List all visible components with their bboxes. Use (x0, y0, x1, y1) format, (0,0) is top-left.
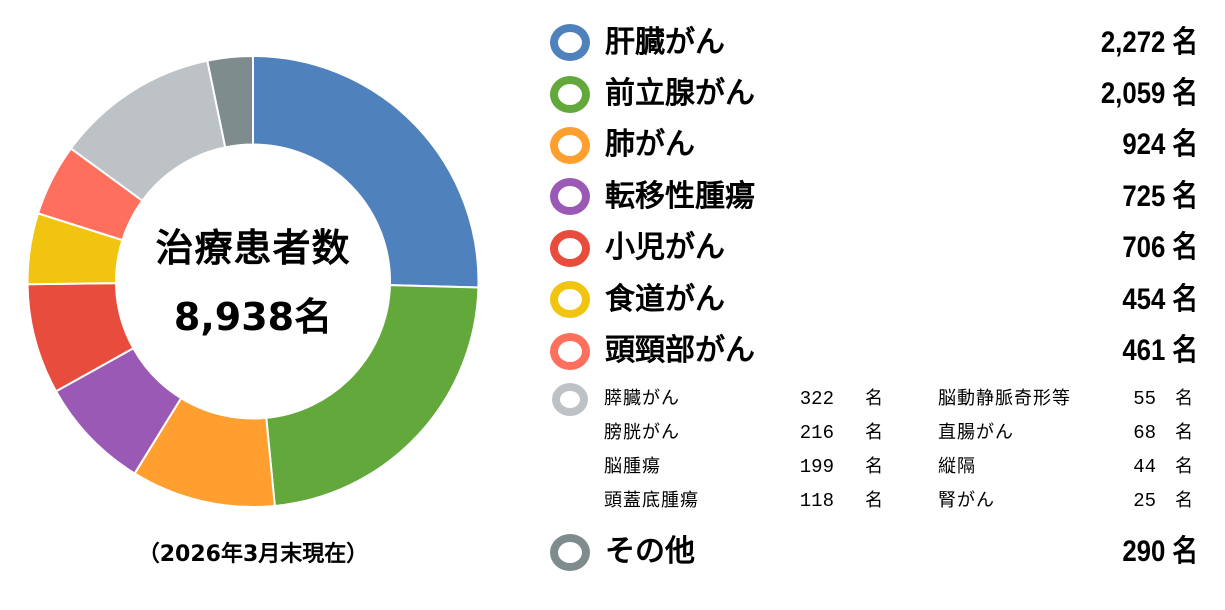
donut-chart (26, 54, 480, 508)
ring-icon (550, 24, 590, 62)
donut-slices (26, 54, 480, 508)
legend: 肝臓がん 2,272 名 前立腺がん 2,059 名 肺がん 924 名 転移性腫瘍 … (550, 17, 1200, 377)
legend-row-liver: 肝臓がん 2,272 名 (550, 17, 1200, 68)
legend-value: 461 名 (1122, 334, 1198, 368)
sub-item: 脳動静脈奇形等 55 名 (938, 388, 1194, 410)
legend-value: 924 名 (1122, 128, 1198, 162)
legend-label: 肝臓がん (605, 24, 725, 60)
legend-row-lung: 肺がん 924 名 (550, 120, 1200, 171)
sub-item: 膀胱がん 216 名 (604, 422, 884, 444)
donut-slice (265, 284, 480, 508)
legend-label: 頭頸部がん (605, 333, 755, 369)
sub-item: 頭蓋底腫瘍 118 名 (604, 490, 884, 512)
donut-slice (252, 54, 480, 289)
sub-column-left: 膵臓がん 322 名 膀胱がん 216 名 脳腫瘍 199 名 頭蓋底腫瘍 118 名 (604, 382, 884, 518)
sub-item: 直腸がん 68 名 (938, 422, 1194, 444)
ring-icon (550, 229, 590, 267)
center-total: 8,938名 (173, 295, 333, 339)
sub-item: 縦隔 44 名 (938, 456, 1194, 478)
legend-row-prostate: 前立腺がん 2,059 名 (550, 68, 1200, 119)
legend-label: その他 (605, 534, 695, 569)
ring-icon (550, 126, 590, 164)
legend-sub-group: 膵臓がん 322 名 膀胱がん 216 名 脳腫瘍 199 名 頭蓋底腫瘍 118 名 脳動静脈… (550, 382, 1200, 518)
legend-label: 食道がん (605, 281, 725, 317)
ring-icon (552, 383, 588, 416)
legend-label: 転移性腫瘍 (605, 178, 755, 214)
legend-value: 706 名 (1122, 231, 1198, 265)
legend-row-head-neck: 頭頸部がん 461 名 (550, 325, 1200, 376)
legend-value: 725 名 (1122, 179, 1198, 213)
sub-item: 膵臓がん 322 名 (604, 388, 884, 410)
legend-label: 前立腺がん (605, 76, 755, 112)
ring-icon (550, 75, 590, 113)
legend-label: 小児がん (605, 230, 725, 266)
legend-row-other: その他 290 名 (550, 528, 1200, 576)
legend-row-pediatric: 小児がん 706 名 (550, 223, 1200, 274)
legend-value: 2,059 名 (1100, 77, 1198, 111)
legend-value: 2,272 名 (1100, 25, 1198, 59)
legend-row-metastatic: 転移性腫瘍 725 名 (550, 171, 1200, 222)
ring-icon (550, 533, 590, 571)
sub-column-right: 脳動静脈奇形等 55 名 直腸がん 68 名 縦隔 44 名 腎がん 25 名 (938, 382, 1194, 518)
ring-icon (550, 281, 590, 319)
sub-item: 腎がん 25 名 (938, 490, 1194, 512)
center-title: 治療患者数 (155, 226, 351, 270)
sub-item: 脳腫瘍 199 名 (604, 456, 884, 478)
legend-row-esophageal: 食道がん 454 名 (550, 274, 1200, 325)
legend-label: 肺がん (605, 127, 695, 163)
legend-value: 454 名 (1122, 282, 1198, 316)
donut-slice (206, 54, 254, 149)
legend-value: 290 名 (1122, 535, 1198, 568)
ring-icon (550, 178, 590, 216)
footnote: （2026年3月末現在） (137, 542, 369, 567)
ring-icon (550, 332, 590, 370)
